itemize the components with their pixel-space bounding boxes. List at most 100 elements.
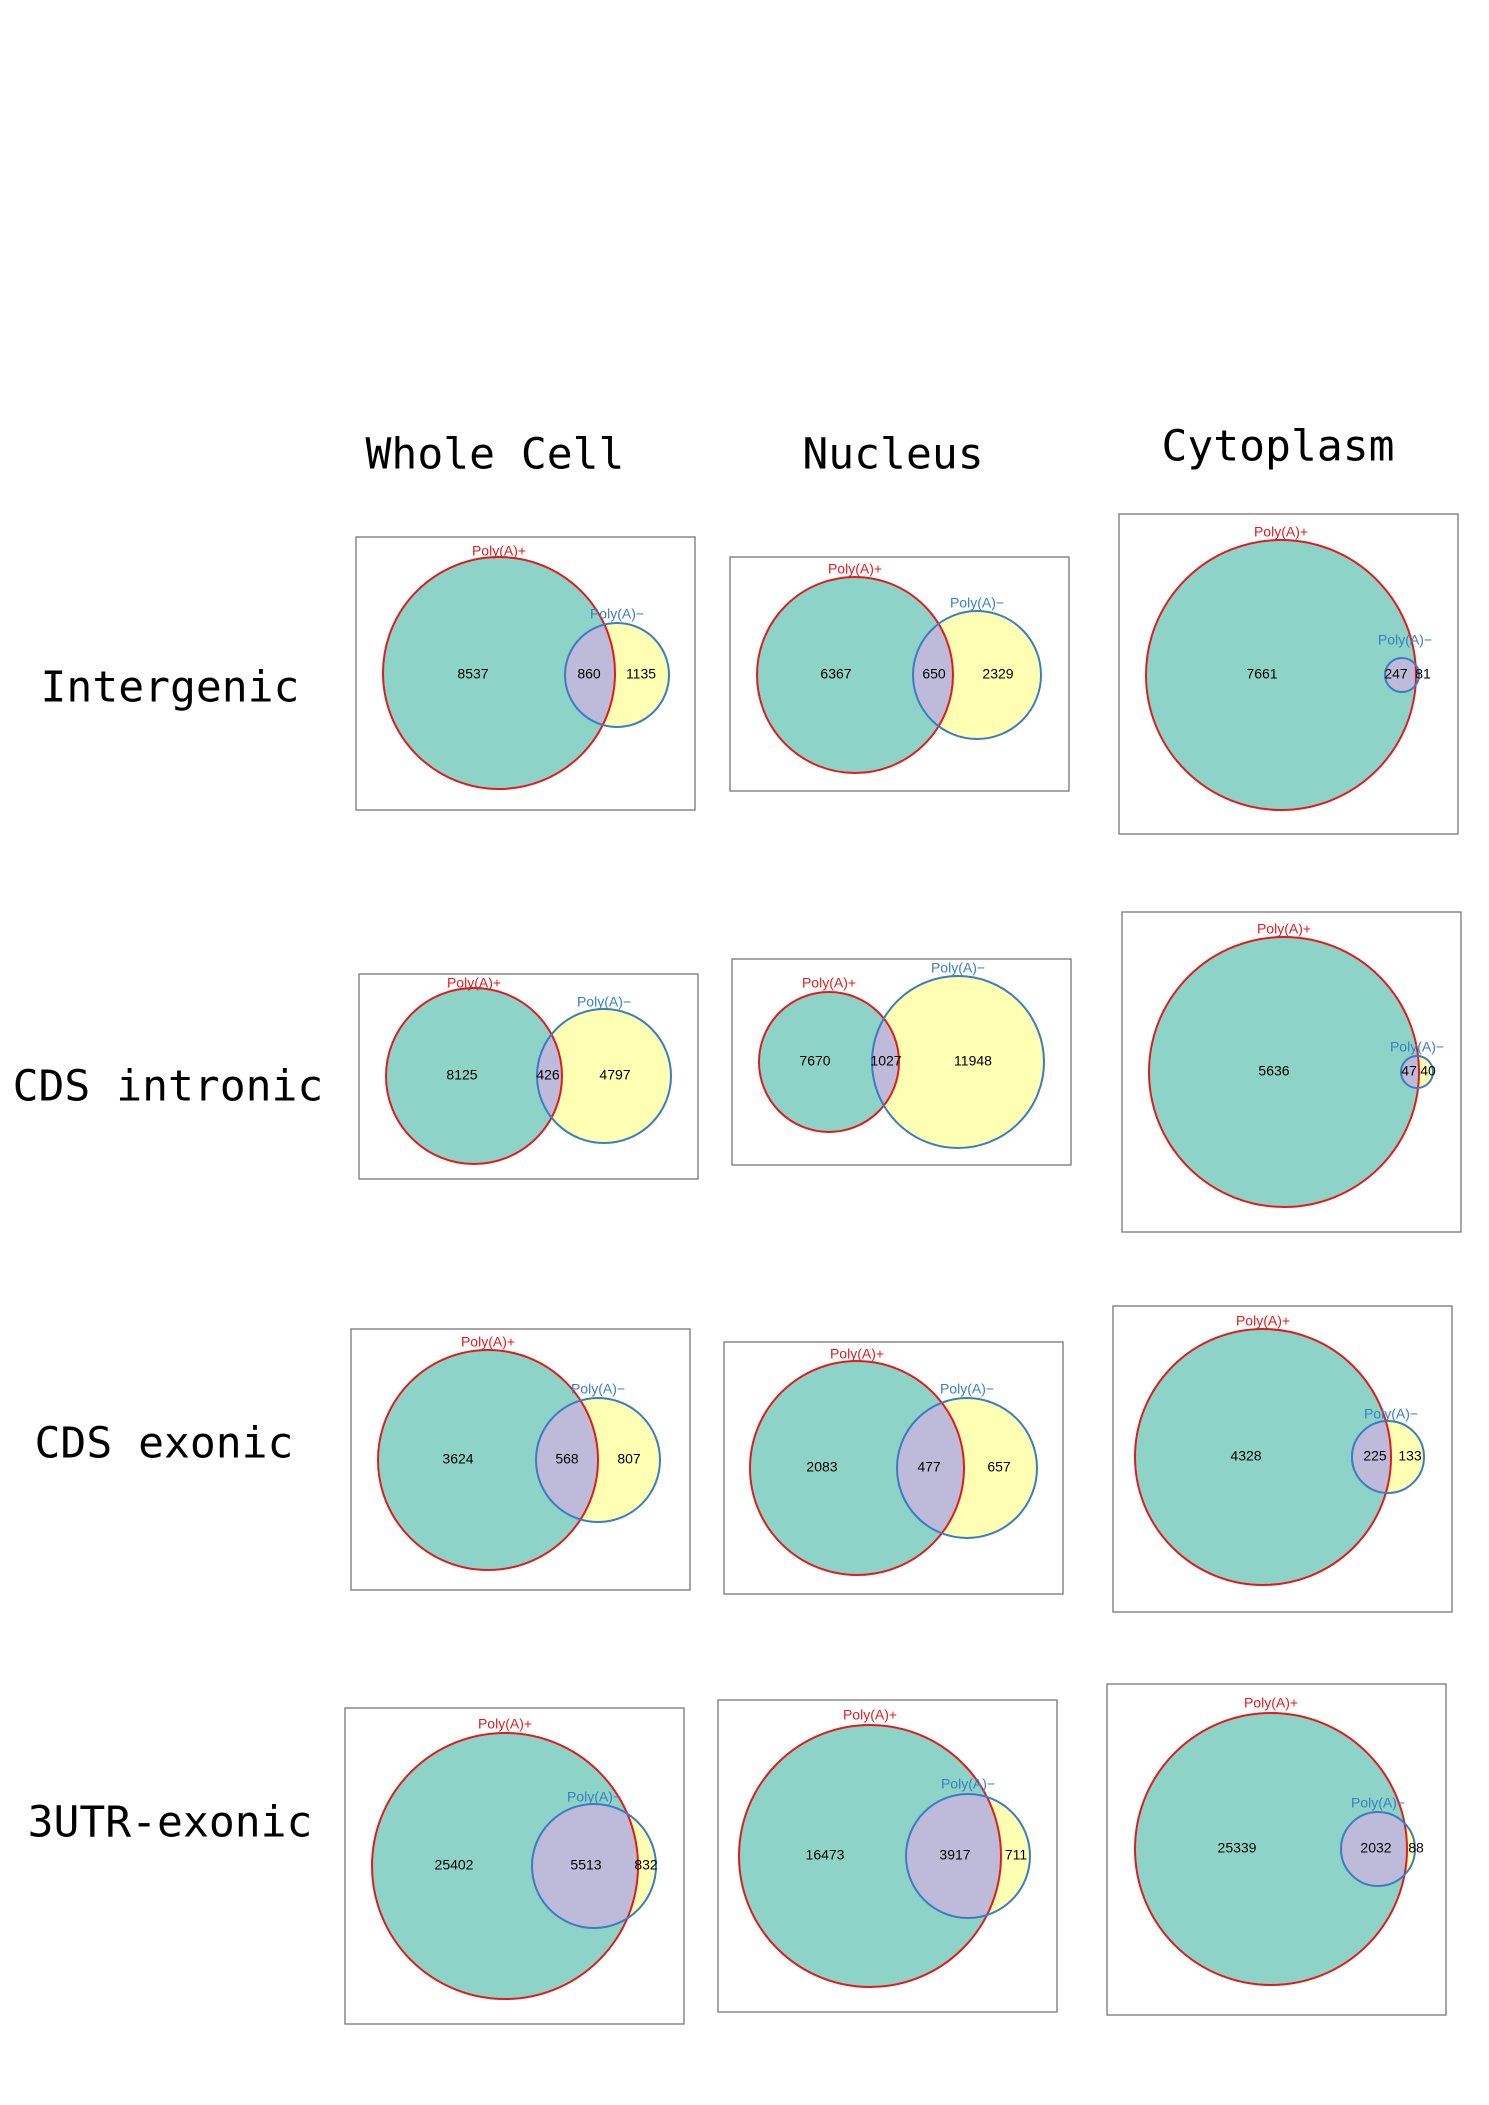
panel-frame <box>729 556 1070 792</box>
count-poly-a-plus-only: 3624 <box>442 1451 473 1467</box>
count-poly-a-plus-only: 5636 <box>1258 1063 1289 1079</box>
overlap-region <box>532 1804 638 1928</box>
poly-a-plus-region <box>1146 540 1416 810</box>
poly-a-minus-label: Poly(A)− <box>1351 1795 1405 1811</box>
poly-a-minus-circle <box>564 622 670 728</box>
row-label-3utr-exonic: 3UTR-exonic <box>28 1798 313 1848</box>
count-overlap: 860 <box>577 666 601 682</box>
count-overlap: 650 <box>922 666 946 682</box>
count-overlap: 477 <box>917 1459 941 1475</box>
count-poly-a-plus-only: 25339 <box>1218 1840 1257 1856</box>
venn-cds-exonic-whole-cell: Poly(A)+ Poly(A)− 3624 568 807 <box>350 1328 691 1591</box>
column-header-nucleus: Nucleus <box>802 430 983 480</box>
count-poly-a-plus-only: 6367 <box>820 666 851 682</box>
poly-a-plus-region <box>386 988 562 1164</box>
poly-a-plus-region <box>383 557 615 789</box>
poly-a-plus-circle <box>1134 1712 1408 1986</box>
overlap-region <box>565 623 615 727</box>
poly-a-minus-label: Poly(A)− <box>931 960 985 976</box>
count-overlap: 1027 <box>870 1053 901 1069</box>
count-poly-a-minus-only: 832 <box>634 1857 658 1873</box>
poly-a-plus-circle <box>738 1724 1002 1988</box>
poly-a-plus-circle <box>382 556 616 790</box>
poly-a-minus-circle <box>871 975 1045 1149</box>
panel-frame <box>358 973 699 1180</box>
count-poly-a-minus-only: 711 <box>1005 1847 1028 1863</box>
poly-a-plus-label: Poly(A)+ <box>802 975 856 991</box>
venn-cds-exonic-nucleus: Poly(A)+ Poly(A)− 2083 477 657 <box>723 1341 1064 1595</box>
panel-frame <box>1106 1683 1447 2016</box>
count-poly-a-minus-only: 4797 <box>599 1067 630 1083</box>
count-overlap: 247 <box>1384 666 1408 682</box>
poly-a-minus-circle <box>896 1397 1038 1539</box>
poly-a-plus-circle <box>756 576 954 774</box>
panel-frame <box>1121 911 1462 1233</box>
overlap-region <box>913 611 953 739</box>
overlap-region <box>536 1398 598 1522</box>
poly-a-plus-label: Poly(A)+ <box>1254 524 1308 540</box>
count-poly-a-minus-only: 11948 <box>954 1053 992 1069</box>
count-overlap: 47 <box>1401 1063 1417 1079</box>
overlap-region <box>1401 1056 1419 1088</box>
poly-a-plus-region <box>750 1361 964 1575</box>
poly-a-minus-label: Poly(A)− <box>1364 1406 1418 1422</box>
venn-3utr-exonic-nucleus: Poly(A)+ Poly(A)− 16473 3917 711 <box>717 1699 1058 2013</box>
count-poly-a-minus-only: 81 <box>1415 666 1431 682</box>
venn-intergenic-whole-cell: Poly(A)+ Poly(A)− 8537 860 1135 <box>355 536 696 811</box>
count-poly-a-plus-only: 8537 <box>457 666 488 682</box>
overlap-region <box>1352 1421 1391 1493</box>
poly-a-plus-circle <box>371 1732 639 2000</box>
poly-a-plus-label: Poly(A)+ <box>478 1716 532 1732</box>
poly-a-minus-label: Poly(A)− <box>567 1789 621 1805</box>
poly-a-plus-circle <box>749 1360 965 1576</box>
panel-frame <box>350 1328 691 1591</box>
row-label-cds-exonic: CDS exonic <box>35 1419 294 1469</box>
poly-a-minus-label: Poly(A)− <box>940 1381 994 1397</box>
count-poly-a-minus-only: 2329 <box>982 666 1013 682</box>
poly-a-plus-circle <box>377 1349 599 1571</box>
venn-3utr-exonic-whole-cell: Poly(A)+ Poly(A)− 25402 5513 832 <box>344 1707 685 2025</box>
row-label-cds-intronic: CDS intronic <box>13 1062 324 1112</box>
column-header-cytoplasm: Cytoplasm <box>1162 422 1395 472</box>
poly-a-minus-circle <box>905 1793 1031 1919</box>
count-poly-a-plus-only: 16473 <box>806 1847 845 1863</box>
panel-frame <box>717 1699 1058 2013</box>
venn-3utr-exonic-cytoplasm: Poly(A)+ Poly(A)− 25339 2032 88 <box>1106 1683 1447 2016</box>
poly-a-minus-label: Poly(A)− <box>590 606 644 622</box>
count-overlap: 568 <box>555 1451 579 1467</box>
poly-a-plus-region <box>739 1725 1001 1987</box>
count-overlap: 2032 <box>1360 1840 1391 1856</box>
poly-a-plus-label: Poly(A)+ <box>472 543 526 559</box>
venn-intergenic-cytoplasm: Poly(A)+ Poly(A)− 7661 247 81 <box>1118 513 1459 835</box>
panel-frame <box>355 536 696 811</box>
poly-a-plus-label: Poly(A)+ <box>1257 921 1311 937</box>
poly-a-plus-label: Poly(A)+ <box>828 561 882 577</box>
poly-a-plus-circle <box>758 991 900 1133</box>
poly-a-minus-label: Poly(A)− <box>1378 632 1432 648</box>
overlap-region <box>1385 658 1416 692</box>
poly-a-minus-region <box>872 976 1044 1148</box>
poly-a-minus-circle <box>1340 1811 1416 1887</box>
count-poly-a-plus-only: 2083 <box>806 1459 837 1475</box>
count-overlap: 3917 <box>939 1847 970 1863</box>
poly-a-plus-label: Poly(A)+ <box>461 1334 515 1350</box>
poly-a-plus-label: Poly(A)+ <box>843 1707 897 1723</box>
poly-a-minus-region <box>537 1009 671 1143</box>
poly-a-minus-circle <box>1351 1420 1425 1494</box>
poly-a-plus-label: Poly(A)+ <box>1244 1695 1298 1711</box>
row-label-intergenic: Intergenic <box>41 663 300 713</box>
count-overlap: 426 <box>536 1067 560 1083</box>
poly-a-minus-circle <box>536 1008 672 1144</box>
overlap-region <box>897 1398 964 1538</box>
count-poly-a-minus-only: 88 <box>1408 1840 1424 1856</box>
venn-intergenic-nucleus: Poly(A)+ Poly(A)− 6367 650 2329 <box>729 556 1070 792</box>
count-poly-a-minus-only: 1135 <box>626 666 656 682</box>
poly-a-minus-label: Poly(A)− <box>1390 1039 1444 1055</box>
count-poly-a-minus-only: 807 <box>617 1451 641 1467</box>
poly-a-plus-region <box>378 1350 598 1570</box>
poly-a-minus-circle <box>1400 1055 1434 1089</box>
poly-a-plus-label: Poly(A)+ <box>1236 1313 1290 1329</box>
poly-a-minus-circle <box>535 1397 661 1523</box>
poly-a-minus-label: Poly(A)− <box>571 1381 625 1397</box>
venn-cds-intronic-whole-cell: Poly(A)+ Poly(A)− 8125 426 4797 <box>358 973 699 1180</box>
